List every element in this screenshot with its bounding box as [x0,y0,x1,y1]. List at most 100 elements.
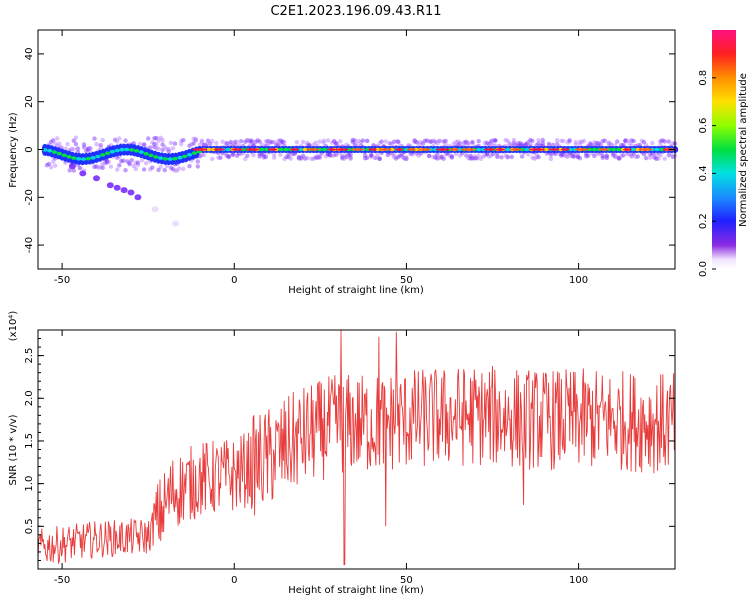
spectral-haze-dot [435,152,440,157]
spectral-haze-dot [457,153,463,158]
spectral-haze-dot [88,146,93,151]
spectral-haze-dot [329,140,335,145]
spectral-haze-dot [511,140,517,145]
snr-y-tick-label: 1.0 [24,476,35,492]
spectral-haze-dot [360,138,366,143]
spectral-haze-dot [373,155,378,161]
spectral-haze-dot [267,139,273,144]
spectral-haze-dot [127,162,132,167]
spectral-haze-dot [420,141,426,146]
spectral-haze-dot [216,155,221,160]
spectral-haze-dot [156,146,161,151]
spectral-haze-dot [530,155,535,160]
spectral-peak-mark [638,148,654,151]
spectral-haze-dot [282,139,287,145]
spectral-haze-dot [265,141,271,147]
spectral-haze-dot [362,152,368,158]
spectral-trail-point [68,163,76,170]
spectral-haze-dot [658,153,663,158]
spectrogram-x-tick-label: 0 [231,275,237,286]
spectral-band-core [71,156,77,160]
spectral-haze-dot [437,138,442,144]
spectral-haze-dot [203,142,209,147]
spectral-band-core [389,147,395,152]
spectral-band-core [283,147,289,152]
spectral-haze-dot [168,165,174,170]
spectral-haze-dot [491,138,496,143]
spectral-haze-dot [257,154,262,159]
spectral-haze-dot [321,138,326,143]
spectral-band-core [191,151,197,155]
spectral-haze-dot [296,154,302,160]
spectral-haze-dot [621,153,626,158]
spectral-band-core [90,156,96,160]
spectral-haze-dot [534,155,539,160]
spectral-haze-dot [189,141,194,147]
spectral-haze-dot [181,138,186,143]
spectral-band-core [567,147,573,152]
spectral-haze-dot [228,139,233,145]
spectral-haze-dot [259,142,264,147]
spectral-haze-dot [466,142,471,147]
spectral-haze-dot [86,147,91,152]
spectral-haze-dot [656,156,661,161]
spectrogram-y-tick-label: 20 [24,95,35,108]
spectral-haze-dot [170,146,176,151]
spectral-haze-dot [596,151,601,157]
spectral-haze-dot [365,155,370,160]
spectral-haze-dot [414,140,419,145]
spectral-haze-dot [412,139,417,145]
spectral-haze-dot [462,140,467,145]
spectral-haze-dot [208,141,213,146]
spectral-haze-dot [228,141,233,147]
spectral-band-core [654,147,660,152]
spectral-band-core [403,147,409,152]
spectral-peak-mark [326,148,337,151]
spectral-haze-dot [298,155,304,161]
spectral-haze-dot [546,141,552,147]
spectral-haze-dot [117,163,122,168]
spectral-haze-dot [98,143,103,148]
spectral-haze-dot [416,141,421,147]
spectrogram-x-tick-label: -50 [54,275,70,286]
spectral-haze-dot [470,156,475,161]
spectral-haze-dot [592,140,597,145]
spectral-haze-dot [309,156,314,161]
spectral-haze-dot [577,142,583,147]
spectral-trail-point [79,170,87,177]
spectral-band-core [56,151,62,156]
spectral-haze-dot [621,142,626,148]
spectral-haze-dot [243,156,248,162]
spectral-trail-point [172,220,180,227]
spectral-haze-dot [234,139,240,145]
spectral-haze-dot [464,153,469,158]
spectral-peak-mark [306,148,320,151]
spectral-haze-dot [565,152,570,158]
spectral-band-core [591,147,598,152]
spectral-band-core [167,157,173,161]
spectral-haze-dot [317,154,322,160]
spectral-haze-dot [658,139,663,144]
spectral-haze-dot [119,158,124,164]
spectral-haze-dot [468,153,473,158]
spectral-haze-dot [342,153,347,158]
spectral-haze-dot [77,165,83,171]
spectral-peak-mark [245,148,260,151]
spectral-haze-dot [286,154,291,160]
spectral-haze-dot [404,155,409,160]
spectral-peak-mark [394,148,404,151]
spectral-haze-dot [608,141,614,147]
spectral-haze-dot [482,153,488,158]
spectral-haze-dot [340,156,345,161]
spectral-haze-dot [269,139,275,145]
spectral-haze-dot [44,163,50,168]
snr-x-ticks: -50 0 50 100 [54,330,588,586]
spectrogram-x-tick-label: 50 [400,275,413,286]
snr-multiplier-label: (x10⁴) [8,311,19,342]
spectral-haze-dot [261,155,267,160]
spectral-haze-dot [581,138,587,144]
spectral-band-core [85,156,91,161]
spectral-haze-dot [48,139,54,145]
spectral-haze-dot [265,138,271,144]
spectral-band-core [51,150,58,154]
